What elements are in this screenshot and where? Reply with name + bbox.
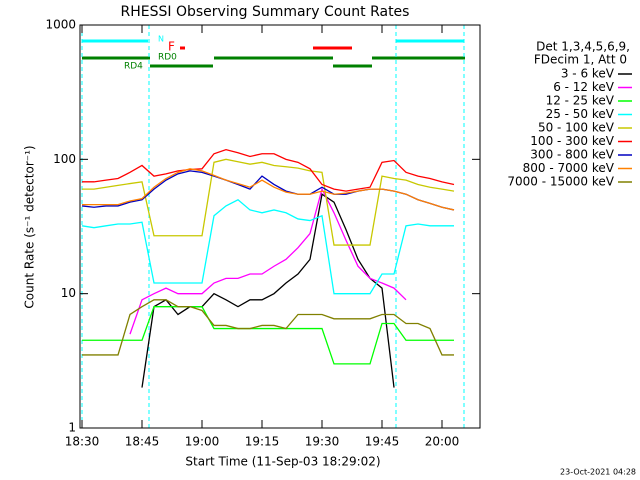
y-axis-label: Count Rate (s⁻¹ detector⁻¹) — [23, 145, 37, 308]
x-tick-label: 19:15 — [245, 435, 280, 449]
x-axis-label: Start Time (11-Sep-03 18:29:02) — [185, 455, 380, 469]
series-line — [82, 306, 454, 365]
series-line — [129, 187, 407, 335]
legend-label: 3 - 6 keV — [561, 67, 615, 81]
y-tick-label: 100 — [53, 152, 76, 166]
chart-title: RHESSI Observing Summary Count Rates — [121, 4, 410, 20]
y-tick-label: 1000 — [45, 18, 76, 32]
legend-label: 100 - 300 keV — [530, 134, 614, 148]
series-line — [81, 198, 454, 295]
y-tick-label: 10 — [61, 286, 76, 300]
legend-label: 12 - 25 keV — [546, 94, 615, 108]
legend-label: 7000 - 15000 keV — [507, 175, 614, 189]
series-line — [82, 299, 454, 356]
series-line — [82, 158, 455, 246]
legend-header: FDecim 1, Att 0 — [534, 53, 627, 67]
x-tick-label: 19:45 — [365, 435, 400, 449]
legend-label: 300 - 800 keV — [530, 148, 614, 162]
series-line — [82, 168, 455, 211]
annotation: RD0 — [158, 53, 177, 63]
annotation: N — [158, 35, 164, 44]
footer-date: 23-Oct-2021 04:28 — [560, 468, 636, 477]
x-tick-label: 19:30 — [305, 435, 340, 449]
series-line — [82, 148, 455, 192]
legend-label: 25 - 50 keV — [546, 107, 615, 121]
x-tick-label: 20:00 — [425, 435, 460, 449]
y-tick-label: 1 — [68, 421, 76, 435]
plot-frame — [79, 24, 481, 429]
x-tick-label: 18:30 — [65, 435, 100, 449]
legend-label: 800 - 7000 keV — [523, 161, 615, 175]
legend-label: 6 - 12 keV — [553, 80, 615, 94]
legend-label: 50 - 100 keV — [538, 121, 615, 135]
legend-header: Det 1,3,4,5,6,9, — [536, 40, 630, 54]
x-tick-label: 18:45 — [125, 435, 160, 449]
status-bars — [82, 39, 465, 68]
x-tick-label: 19:00 — [185, 435, 220, 449]
annotation: F — [168, 40, 175, 54]
annotation: RD4 — [124, 62, 143, 72]
